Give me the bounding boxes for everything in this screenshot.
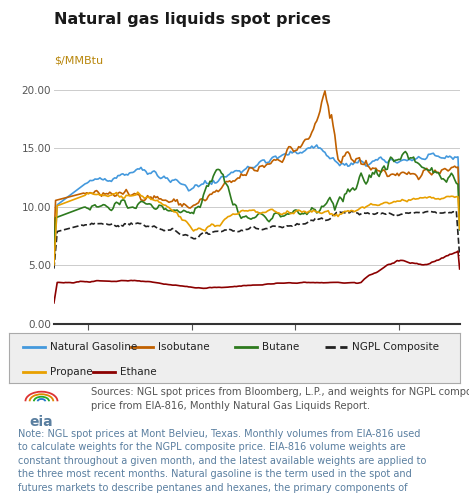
Text: Isobutane: Isobutane (158, 342, 210, 352)
Text: Natural Gasoline: Natural Gasoline (50, 342, 137, 352)
Text: Ethane: Ethane (120, 367, 156, 377)
Text: Sources: NGL spot prices from Bloomberg, L.P., and weights for NGPL composite
pr: Sources: NGL spot prices from Bloomberg,… (91, 387, 469, 412)
Text: eia: eia (30, 415, 53, 429)
Text: Propane: Propane (50, 367, 92, 377)
Text: Butane: Butane (262, 342, 299, 352)
Text: NGPL Composite: NGPL Composite (352, 342, 439, 352)
Text: Natural gas liquids spot prices: Natural gas liquids spot prices (54, 12, 331, 27)
Text: $/MMBtu: $/MMBtu (54, 56, 103, 66)
Text: Note: NGL spot prices at Mont Belvieu, Texas. Monthly volumes from EIA-816 used
: Note: NGL spot prices at Mont Belvieu, T… (18, 429, 427, 494)
